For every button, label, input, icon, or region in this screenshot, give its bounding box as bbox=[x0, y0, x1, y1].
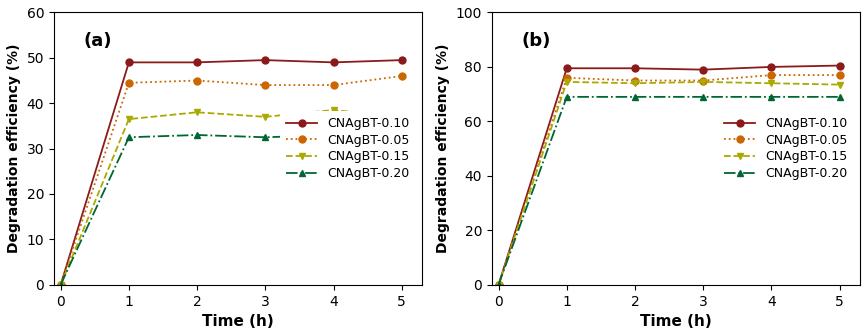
Line: CNAgBT-0.05: CNAgBT-0.05 bbox=[57, 73, 405, 288]
CNAgBT-0.20 bbox=[55, 283, 66, 287]
CNAgBT-0.05 bbox=[192, 79, 202, 83]
CNAgBT-0.05 bbox=[260, 83, 271, 87]
CNAgBT-0.15 bbox=[629, 81, 640, 85]
CNAgBT-0.10 bbox=[698, 68, 708, 72]
CNAgBT-0.20 bbox=[124, 135, 134, 139]
CNAgBT-0.05 bbox=[396, 74, 407, 78]
Line: CNAgBT-0.15: CNAgBT-0.15 bbox=[57, 107, 405, 288]
CNAgBT-0.20 bbox=[192, 133, 202, 137]
CNAgBT-0.15 bbox=[834, 83, 844, 87]
CNAgBT-0.05 bbox=[55, 283, 66, 287]
CNAgBT-0.05 bbox=[562, 76, 572, 80]
CNAgBT-0.10 bbox=[124, 60, 134, 65]
CNAgBT-0.15 bbox=[493, 283, 504, 287]
CNAgBT-0.10 bbox=[629, 66, 640, 70]
CNAgBT-0.20 bbox=[329, 133, 339, 137]
CNAgBT-0.20 bbox=[396, 131, 407, 135]
CNAgBT-0.15 bbox=[192, 110, 202, 114]
Legend: CNAgBT-0.10, CNAgBT-0.05, CNAgBT-0.15, CNAgBT-0.20: CNAgBT-0.10, CNAgBT-0.05, CNAgBT-0.15, C… bbox=[280, 111, 416, 186]
CNAgBT-0.10 bbox=[55, 283, 66, 287]
CNAgBT-0.10 bbox=[329, 60, 339, 65]
CNAgBT-0.20 bbox=[834, 95, 844, 99]
CNAgBT-0.15 bbox=[124, 117, 134, 121]
Text: (a): (a) bbox=[83, 32, 112, 49]
CNAgBT-0.10 bbox=[260, 58, 271, 62]
CNAgBT-0.20 bbox=[260, 135, 271, 139]
CNAgBT-0.15 bbox=[766, 81, 777, 85]
Y-axis label: Degradation efficiency (%): Degradation efficiency (%) bbox=[436, 44, 450, 253]
CNAgBT-0.20 bbox=[562, 95, 572, 99]
CNAgBT-0.05 bbox=[629, 79, 640, 83]
CNAgBT-0.10 bbox=[396, 58, 407, 62]
Line: CNAgBT-0.05: CNAgBT-0.05 bbox=[495, 72, 843, 288]
CNAgBT-0.10 bbox=[562, 66, 572, 70]
Line: CNAgBT-0.20: CNAgBT-0.20 bbox=[57, 129, 405, 288]
Line: CNAgBT-0.10: CNAgBT-0.10 bbox=[495, 62, 843, 288]
CNAgBT-0.10 bbox=[766, 65, 777, 69]
Legend: CNAgBT-0.10, CNAgBT-0.05, CNAgBT-0.15, CNAgBT-0.20: CNAgBT-0.10, CNAgBT-0.05, CNAgBT-0.15, C… bbox=[718, 111, 854, 186]
CNAgBT-0.15 bbox=[55, 283, 66, 287]
Line: CNAgBT-0.20: CNAgBT-0.20 bbox=[495, 93, 843, 288]
X-axis label: Time (h): Time (h) bbox=[202, 314, 274, 329]
Y-axis label: Degradation efficiency (%): Degradation efficiency (%) bbox=[7, 44, 21, 253]
CNAgBT-0.20 bbox=[493, 283, 504, 287]
CNAgBT-0.10 bbox=[493, 283, 504, 287]
CNAgBT-0.10 bbox=[192, 60, 202, 65]
CNAgBT-0.15 bbox=[562, 80, 572, 84]
X-axis label: Time (h): Time (h) bbox=[640, 314, 712, 329]
CNAgBT-0.15 bbox=[698, 80, 708, 84]
CNAgBT-0.05 bbox=[834, 73, 844, 77]
Text: (b): (b) bbox=[521, 32, 551, 49]
CNAgBT-0.05 bbox=[493, 283, 504, 287]
CNAgBT-0.10 bbox=[834, 64, 844, 68]
CNAgBT-0.05 bbox=[698, 79, 708, 83]
CNAgBT-0.15 bbox=[329, 108, 339, 112]
CNAgBT-0.20 bbox=[698, 95, 708, 99]
CNAgBT-0.05 bbox=[329, 83, 339, 87]
CNAgBT-0.05 bbox=[766, 73, 777, 77]
CNAgBT-0.20 bbox=[766, 95, 777, 99]
CNAgBT-0.15 bbox=[260, 115, 271, 119]
CNAgBT-0.20 bbox=[629, 95, 640, 99]
Line: CNAgBT-0.10: CNAgBT-0.10 bbox=[57, 57, 405, 288]
CNAgBT-0.05 bbox=[124, 81, 134, 85]
CNAgBT-0.15 bbox=[396, 115, 407, 119]
Line: CNAgBT-0.15: CNAgBT-0.15 bbox=[495, 78, 843, 288]
